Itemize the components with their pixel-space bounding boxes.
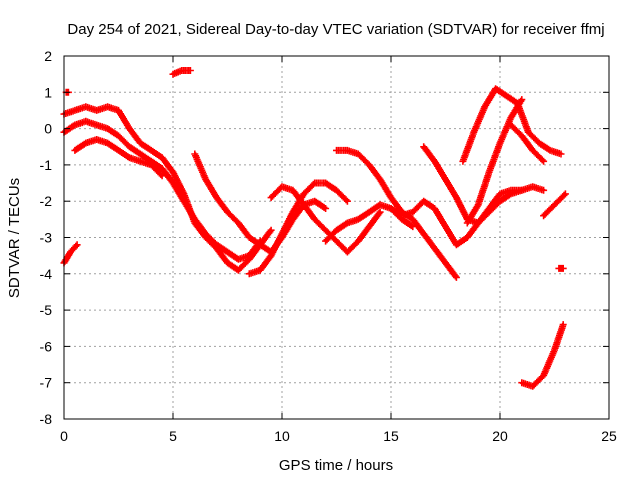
data-track <box>555 264 567 272</box>
data-track <box>169 67 194 78</box>
data-track <box>518 321 567 390</box>
axis-ticks: 0 5 10 15 20 25 -8 -7 -6 -5 -4 -3 -2 -1 0 1 2 <box>40 48 617 444</box>
y-tick-label: 2 <box>44 48 52 64</box>
data-track <box>459 85 565 165</box>
data-points <box>60 67 569 390</box>
grid-lines <box>64 56 609 419</box>
x-axis-title: GPS time / hours <box>279 457 393 474</box>
data-point-markers <box>169 67 194 78</box>
y-tick-label: -1 <box>40 157 53 173</box>
x-tick-label: 5 <box>169 428 177 444</box>
y-tick-label: -5 <box>40 302 53 318</box>
data-track <box>540 190 569 220</box>
data-point-markers <box>518 321 567 390</box>
x-tick-label: 20 <box>492 428 508 444</box>
data-track <box>245 179 351 278</box>
data-track <box>71 136 166 180</box>
x-tick-label: 0 <box>60 428 68 444</box>
data-point-markers <box>245 179 351 278</box>
data-point-markers <box>507 121 548 165</box>
y-axis-title: SDTVAR / TECUs <box>6 178 23 298</box>
y-tick-label: -7 <box>40 375 53 391</box>
data-point-markers <box>540 190 569 220</box>
data-track <box>60 103 275 274</box>
y-tick-label: 0 <box>44 121 52 137</box>
data-track <box>507 121 548 165</box>
data-track <box>267 183 384 256</box>
data-track <box>420 143 548 227</box>
y-tick-label: -3 <box>40 230 53 246</box>
y-tick-label: -8 <box>40 411 53 427</box>
x-tick-label: 10 <box>274 428 290 444</box>
y-tick-label: -2 <box>40 193 53 209</box>
x-tick-label: 25 <box>601 428 617 444</box>
y-tick-label: -6 <box>40 338 53 354</box>
y-tick-label: 1 <box>44 84 52 100</box>
chart-title: Day 254 of 2021, Sidereal Day-to-day VTE… <box>67 21 604 38</box>
data-point-markers <box>420 143 548 227</box>
data-point-markers <box>267 183 384 256</box>
x-tick-label: 15 <box>383 428 399 444</box>
data-point-markers <box>459 85 565 165</box>
data-point-markers <box>71 136 166 180</box>
data-point-markers <box>555 264 567 272</box>
data-point-markers <box>60 103 275 274</box>
y-tick-label: -4 <box>40 266 53 282</box>
